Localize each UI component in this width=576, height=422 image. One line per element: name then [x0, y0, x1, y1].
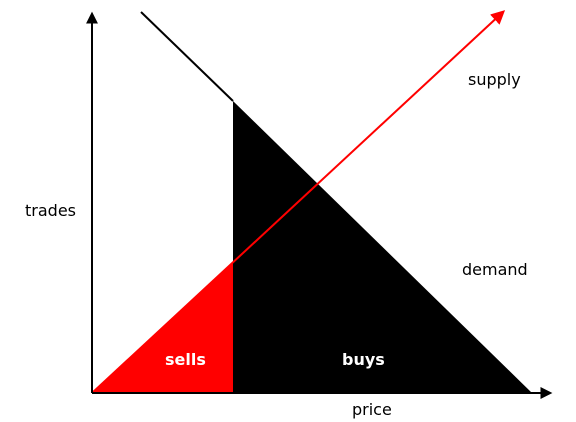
- demand-curve: [140, 11, 234, 102]
- buys-region: [233, 101, 532, 393]
- supply-curve: [91, 10, 506, 394]
- demand-label: demand: [462, 260, 528, 279]
- y-axis-label: trades: [25, 201, 76, 220]
- x-axis-label: price: [352, 400, 392, 419]
- sells-label: sells: [165, 350, 206, 369]
- supply-label: supply: [468, 70, 521, 89]
- buys-label: buys: [342, 350, 385, 369]
